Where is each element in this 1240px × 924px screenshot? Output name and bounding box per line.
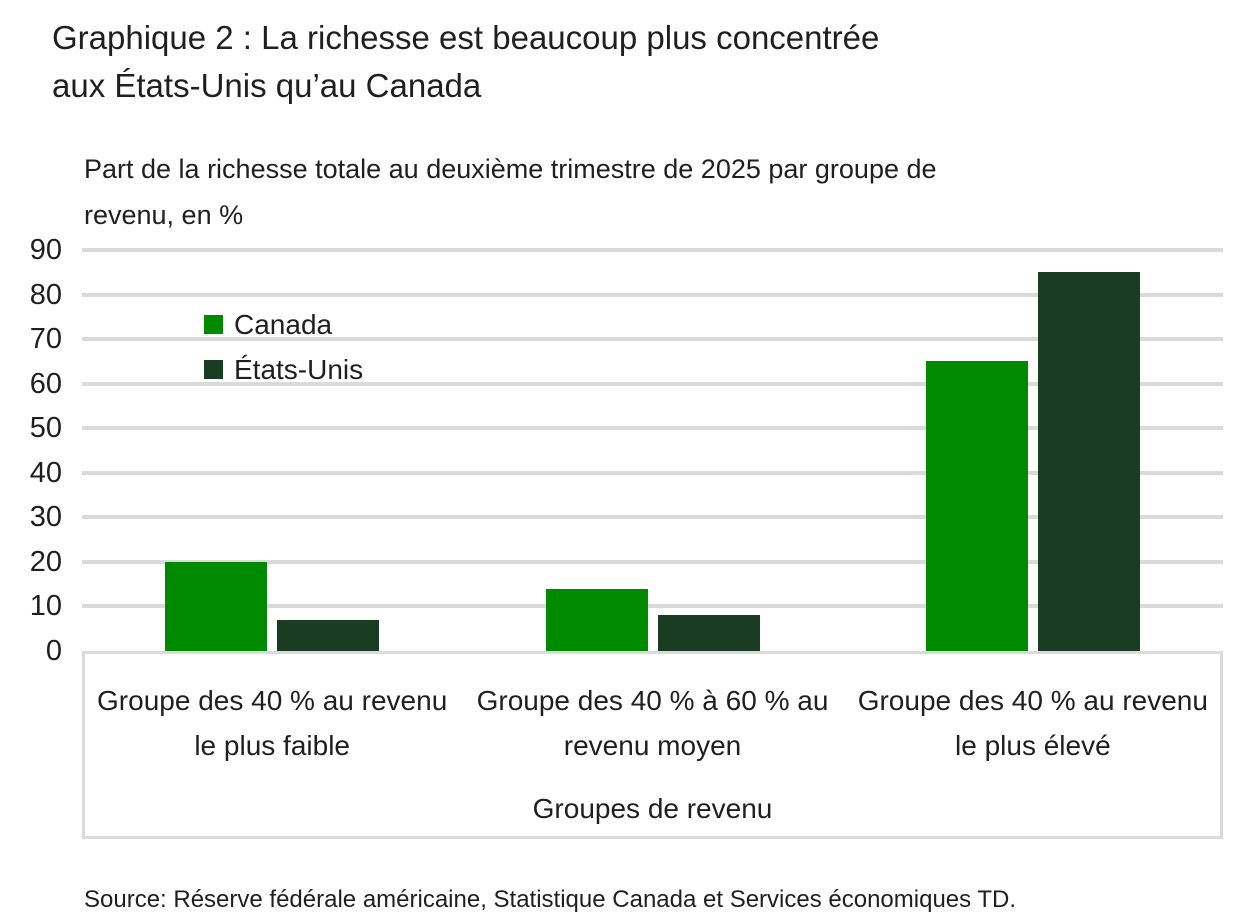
legend-swatch-etats-unis xyxy=(204,360,223,379)
y-tick-80: 80 xyxy=(29,278,62,311)
legend-item-etats-unis: États-Unis xyxy=(204,347,363,392)
bar-etats-unis-groupe-des-40-a-60-au-re xyxy=(657,615,760,651)
x-axis-box: Groupe des 40 % au revenu le plus faible… xyxy=(82,651,1223,839)
y-tick-90: 90 xyxy=(29,234,62,266)
y-tick-20: 20 xyxy=(29,545,62,578)
bar-etats-unis-groupe-des-40-au-revenu- xyxy=(277,619,380,651)
legend-label-etats-unis: États-Unis xyxy=(234,353,364,385)
y-tick-10: 10 xyxy=(29,590,62,623)
plot-area: Canada États-Unis xyxy=(82,248,1223,651)
x-category-groupe-des-40-au-revenu-: Groupe des 40 % au revenu le plus faible xyxy=(97,685,448,761)
legend-label-canada: Canada xyxy=(234,308,333,340)
legend-swatch-canada xyxy=(204,315,223,334)
gridline-40 xyxy=(82,470,1223,475)
legend-item-canada: Canada xyxy=(204,302,363,347)
gridline-90 xyxy=(82,248,1223,252)
source-note: Source: Réserve fédérale américaine, Sta… xyxy=(84,886,1017,913)
y-axis-labels: 0 10 20 30 40 50 60 70 80 90 xyxy=(0,234,62,667)
gridline-10 xyxy=(82,604,1223,609)
gridline-30 xyxy=(82,515,1223,520)
x-axis-title: Groupes de revenu xyxy=(532,793,773,824)
gridline-70 xyxy=(82,337,1223,342)
gridline-20 xyxy=(82,559,1223,564)
gridline-50 xyxy=(82,426,1223,431)
bar-canada-groupe-des-40-au-revenu- xyxy=(925,361,1028,651)
y-tick-0: 0 xyxy=(45,635,62,667)
gridline-60 xyxy=(82,381,1223,386)
y-tick-70: 70 xyxy=(29,323,62,356)
x-category-groupe-des-40-au-revenu-: Groupe des 40 % au revenu le plus élevé xyxy=(857,685,1208,761)
bar-etats-unis-groupe-des-40-au-revenu- xyxy=(1037,272,1140,651)
chart-subtitle: Part de la richesse totale au deuxième t… xyxy=(84,154,937,230)
y-tick-60: 60 xyxy=(29,367,62,400)
gridline-80 xyxy=(82,292,1223,297)
y-tick-50: 50 xyxy=(29,412,62,445)
bar-canada-groupe-des-40-au-revenu- xyxy=(165,561,268,651)
chart-title: Graphique 2 : La richesse est beaucoup p… xyxy=(52,19,880,104)
y-tick-30: 30 xyxy=(29,501,62,534)
bar-canada-groupe-des-40-a-60-au-re xyxy=(545,588,648,651)
x-category-groupe-des-40-a-60-au-re: Groupe des 40 % à 60 % au revenu moyen xyxy=(476,685,829,761)
legend: Canada États-Unis xyxy=(204,302,363,392)
y-tick-40: 40 xyxy=(29,456,62,489)
